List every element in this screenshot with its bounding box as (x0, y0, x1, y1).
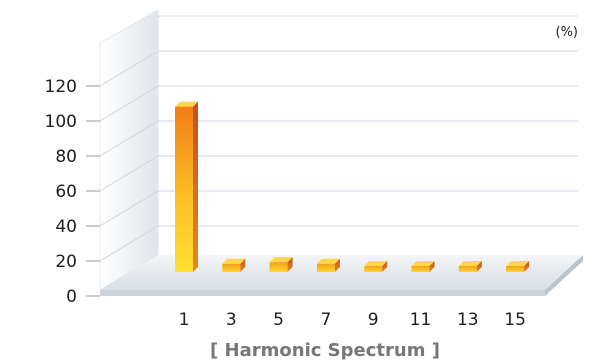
bar-top (316, 258, 340, 264)
bar-side (476, 261, 482, 272)
bar-front (269, 262, 288, 272)
bar-front (506, 266, 525, 272)
gridlines (99, 15, 578, 262)
chart-floor-edge (100, 290, 545, 296)
bar (458, 261, 482, 272)
x-tick-label: 3 (226, 310, 237, 330)
bar-top (364, 261, 388, 266)
chart-floor (100, 255, 583, 290)
unit-label: (%) (556, 25, 579, 40)
x-axis-ticks: 1 3 5 7 9 11 13 15 (179, 310, 526, 330)
bar (316, 258, 340, 272)
bar-front (222, 263, 241, 272)
bar (506, 261, 530, 272)
y-axis-ticks: 0 20 40 60 80 100 120 (45, 77, 100, 307)
y-tick-label: 60 (55, 182, 77, 202)
x-tick-label: 1 (179, 310, 190, 330)
y-tick-label: 20 (55, 252, 77, 272)
gridline-diagonal (99, 190, 159, 227)
y-tick-label: 40 (55, 217, 77, 237)
chart-floor-edge-right (545, 255, 583, 296)
bar-top (269, 257, 293, 263)
chart-caption: [ Harmonic Spectrum ] (210, 340, 440, 361)
bar-top (458, 261, 482, 266)
bar-side (429, 261, 435, 272)
gridline-diagonal (99, 120, 159, 157)
bar-side (287, 257, 293, 272)
x-tick-label: 15 (504, 310, 526, 330)
bar-side (193, 101, 198, 272)
bar-top (506, 261, 530, 266)
gridline-diagonal (99, 225, 159, 262)
bar (222, 258, 246, 272)
x-tick-label: 9 (368, 310, 379, 330)
bar-side (524, 261, 530, 272)
chart-back-wall (99, 9, 159, 291)
bar-front (316, 263, 335, 272)
y-tick-label: 120 (45, 77, 77, 97)
bar-front (411, 266, 430, 272)
bar (364, 261, 388, 272)
gridline-diagonal (99, 50, 159, 87)
bar-side (334, 258, 340, 272)
bar-front (364, 266, 383, 272)
bar-front (458, 266, 477, 272)
bar-side (240, 258, 246, 272)
bar (411, 261, 435, 272)
x-tick-label: 5 (273, 310, 284, 330)
bar-top (411, 261, 435, 266)
bar-front (175, 106, 193, 272)
y-tick-label: 0 (66, 287, 77, 307)
bar (269, 257, 293, 272)
bars (175, 101, 530, 272)
bar-side (382, 261, 388, 272)
bar-top (175, 101, 198, 107)
x-tick-label: 13 (457, 310, 479, 330)
bar (175, 101, 198, 272)
bar-top (222, 258, 246, 264)
x-tick-label: 11 (410, 310, 432, 330)
y-tick-label: 80 (55, 147, 77, 167)
y-tick-label: 100 (45, 112, 77, 132)
gridline-diagonal (99, 85, 159, 122)
x-tick-label: 7 (320, 310, 331, 330)
gridline-diagonal (99, 155, 159, 192)
